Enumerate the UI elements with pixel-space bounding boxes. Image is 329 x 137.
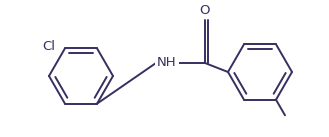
Text: O: O	[200, 4, 210, 17]
Text: Cl: Cl	[42, 40, 55, 53]
Text: NH: NH	[157, 55, 177, 68]
